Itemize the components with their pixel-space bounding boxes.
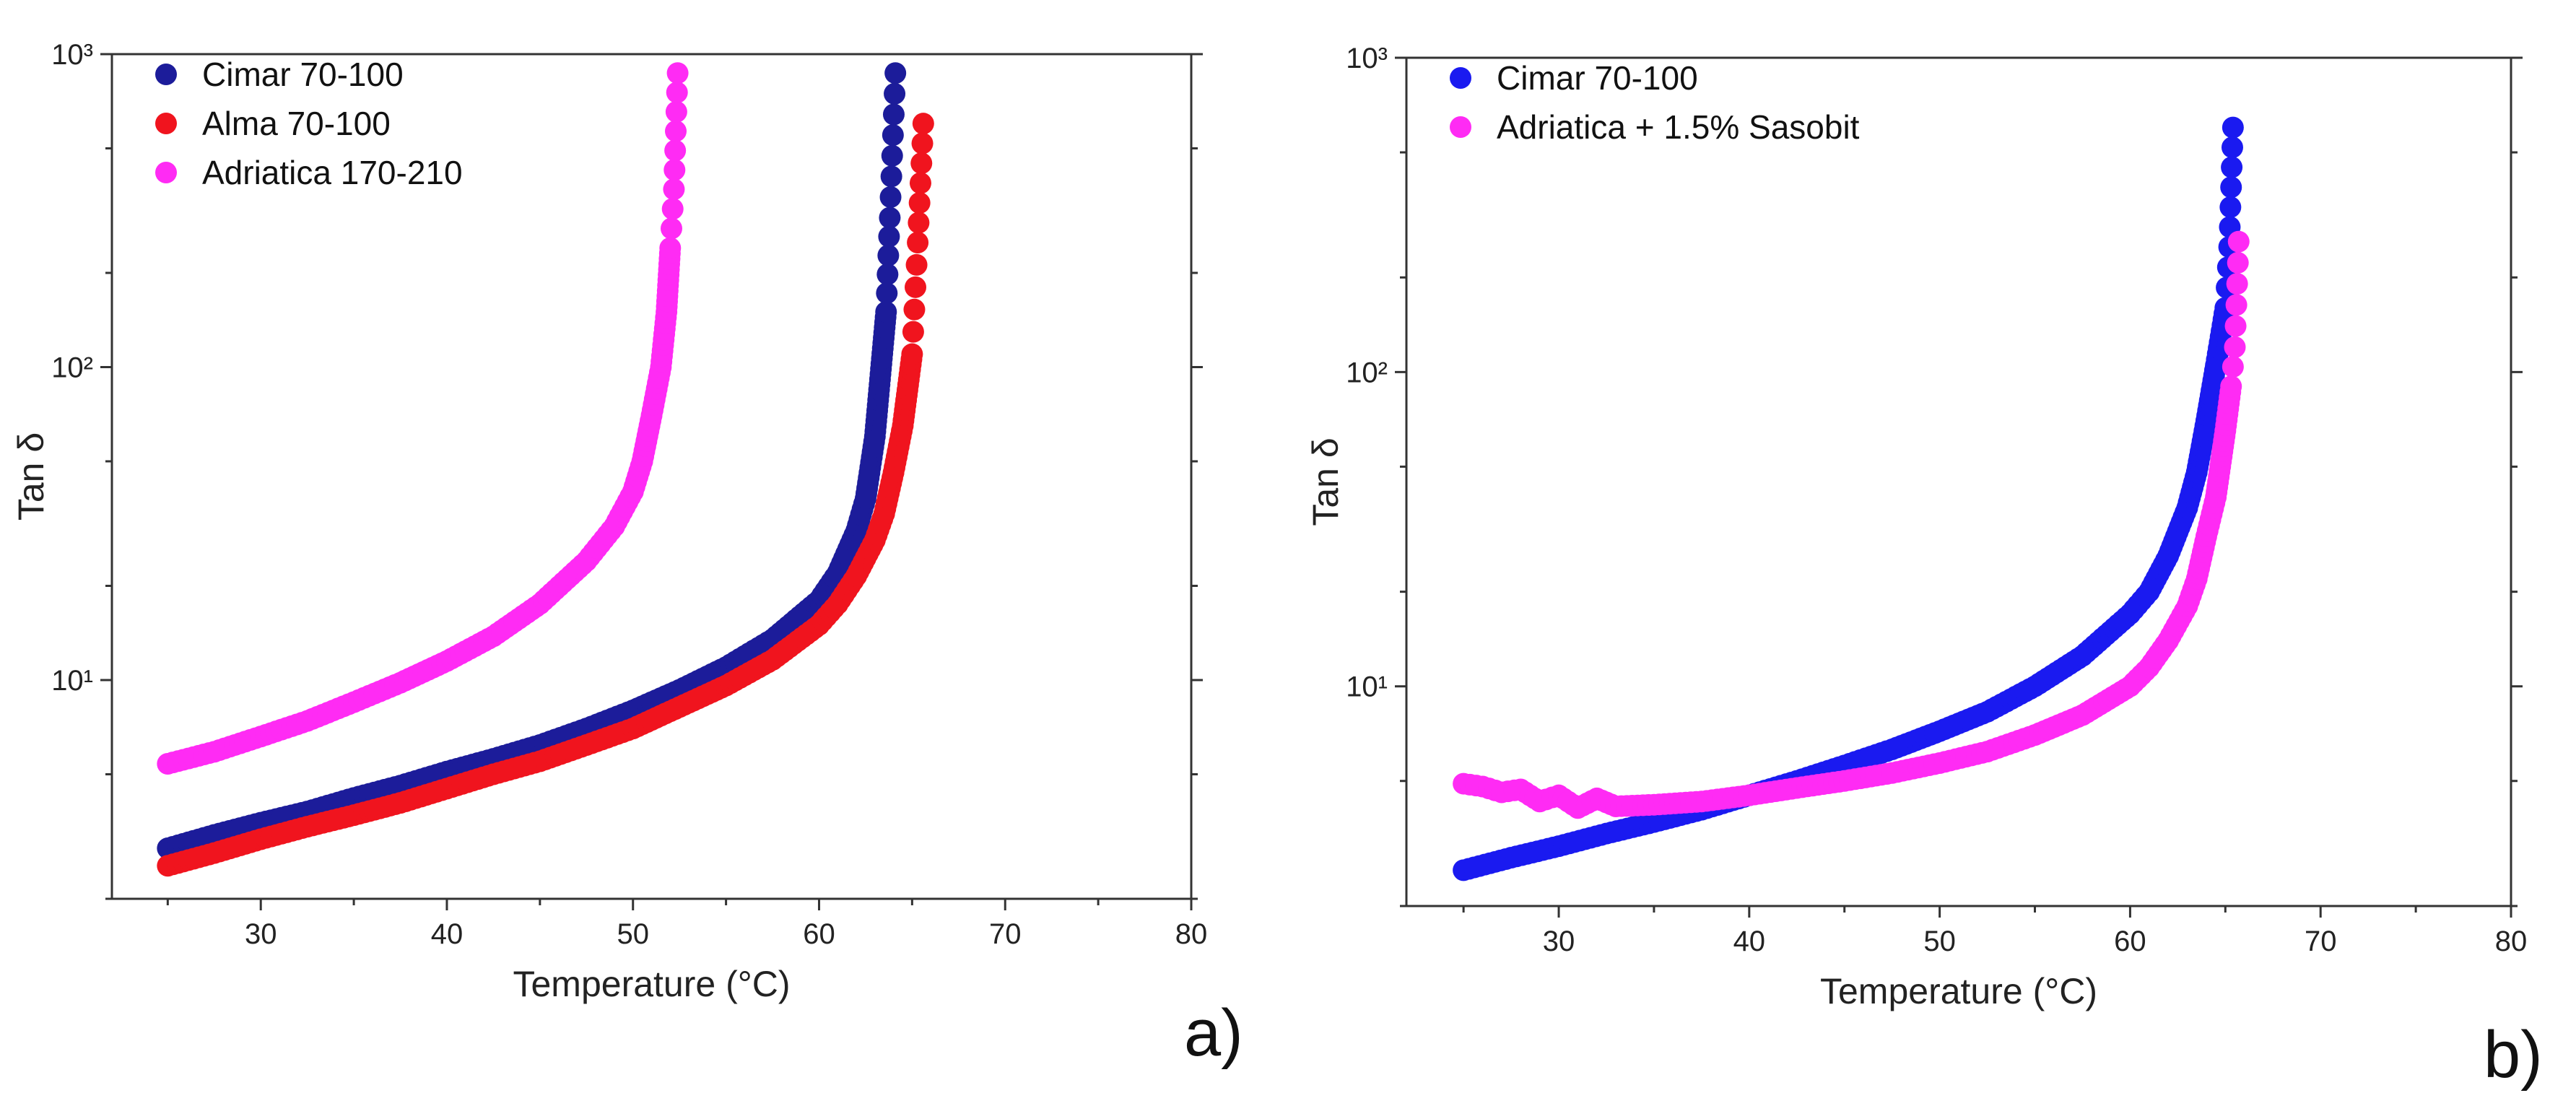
x-tick-label: 40: [1733, 926, 1766, 957]
data-point: [884, 82, 906, 105]
data-point: [663, 159, 686, 181]
data-point: [2220, 375, 2242, 398]
data-point: [884, 62, 907, 84]
legend-marker: [155, 113, 177, 134]
axis-ticks-a: 30 40 50 60 70 80 10¹ 10² 10³: [51, 39, 1207, 950]
data-points-a: [157, 62, 934, 877]
y-axis-title-a: Tan δ: [11, 432, 51, 521]
data-point: [909, 172, 931, 194]
y-tick-label: 10²: [1346, 357, 1388, 388]
data-point: [876, 263, 899, 285]
data-point: [659, 237, 682, 259]
legend-marker: [1450, 67, 1471, 89]
x-axis-title-b: Temperature (°C): [1820, 971, 2097, 1011]
x-tick-label: 70: [989, 918, 1022, 950]
x-tick-label: 80: [2495, 926, 2528, 957]
y-tick-label: 10³: [51, 39, 93, 71]
legend-label: Cimar 70-100: [202, 56, 404, 93]
x-tick-label: 60: [803, 918, 835, 950]
data-point: [879, 186, 902, 209]
x-tick-label: 50: [617, 918, 649, 950]
data-point: [903, 298, 926, 321]
chart-panel-a: 30 40 50 60 70 80 10¹ 10² 10³ Temperature (°C) T…: [11, 39, 1243, 1070]
data-point: [2222, 116, 2244, 139]
data-point: [882, 103, 905, 126]
data-point: [875, 301, 897, 323]
data-point: [879, 206, 901, 229]
data-point: [664, 139, 687, 162]
data-point: [2219, 196, 2242, 218]
data-point: [2222, 356, 2244, 378]
data-point: [912, 113, 934, 135]
data-point: [911, 132, 934, 154]
y-tick-label: 10³: [1346, 43, 1388, 74]
chart-panel-b: 30 40 50 60 70 80 10¹ 10² 10³ Temperature (°C) T…: [1305, 43, 2543, 1092]
axis-ticks-b: 30 40 50 60 70 80 10¹ 10² 10³: [1346, 43, 2527, 957]
data-point: [905, 276, 927, 298]
data-point: [908, 192, 931, 214]
legend-label: Adriatica 170-210: [202, 154, 463, 191]
x-tick-label: 40: [431, 918, 464, 950]
y-tick-label: 10¹: [1346, 671, 1388, 703]
x-tick-label: 80: [1175, 918, 1208, 950]
legend-marker: [155, 162, 177, 183]
data-point: [910, 152, 933, 175]
data-point: [2226, 273, 2248, 295]
legend-label: Cimar 70-100: [1497, 59, 1698, 97]
x-tick-label: 30: [1543, 926, 1575, 957]
x-tick-label: 50: [1923, 926, 1956, 957]
data-points-b: [1453, 116, 2250, 881]
data-point: [905, 253, 928, 276]
data-point: [901, 343, 923, 365]
data-point: [666, 62, 689, 84]
data-point: [2224, 336, 2246, 358]
data-point: [2227, 251, 2249, 274]
legend-marker: [1450, 116, 1471, 138]
data-point: [2220, 176, 2242, 199]
data-point: [882, 124, 904, 147]
panel-label-b: b): [2484, 1018, 2543, 1092]
data-point: [660, 217, 682, 240]
data-point: [661, 198, 684, 220]
legend-label: Adriatica + 1.5% Sasobit: [1497, 108, 1860, 146]
legend-marker: [155, 64, 177, 85]
x-axis-title-a: Temperature (°C): [513, 964, 791, 1004]
data-point: [907, 231, 929, 253]
data-point: [881, 144, 903, 167]
legend-a: Cimar 70-100 Alma 70-100 Adriatica 170-210: [155, 56, 463, 191]
data-point: [2227, 230, 2250, 253]
plot-frame-a: [110, 53, 1193, 900]
data-point: [902, 321, 924, 343]
data-point: [2221, 136, 2243, 159]
data-point: [666, 82, 688, 104]
data-point: [878, 225, 900, 248]
data-point: [880, 165, 902, 188]
x-tick-label: 60: [2114, 926, 2146, 957]
data-point: [908, 212, 930, 234]
data-point: [877, 244, 900, 266]
plot-frame-b: [1405, 56, 2512, 907]
panel-label-a: a): [1184, 996, 1243, 1070]
data-point: [876, 282, 898, 305]
data-point: [2224, 315, 2247, 337]
data-point: [663, 178, 685, 201]
legend-label: Alma 70-100: [202, 105, 391, 142]
data-point: [665, 120, 687, 142]
data-point: [2221, 156, 2243, 178]
x-tick-label: 30: [245, 918, 277, 950]
data-point: [665, 100, 687, 123]
legend-b: Cimar 70-100 Adriatica + 1.5% Sasobit: [1450, 59, 1860, 146]
x-tick-label: 70: [2305, 926, 2337, 957]
y-tick-label: 10¹: [51, 665, 93, 697]
y-axis-title-b: Tan δ: [1305, 437, 1346, 526]
data-point: [2225, 294, 2248, 316]
y-tick-label: 10²: [51, 352, 93, 383]
